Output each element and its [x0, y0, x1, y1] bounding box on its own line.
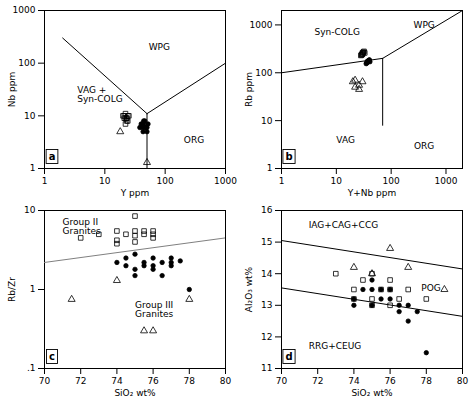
svg-text:15: 15 — [261, 237, 272, 247]
svg-text:70: 70 — [39, 376, 51, 386]
svg-text:1: 1 — [279, 176, 285, 186]
svg-text:1: 1 — [30, 284, 36, 294]
svg-text:74: 74 — [348, 376, 360, 386]
svg-text:WPG: WPG — [414, 20, 435, 30]
svg-text:10: 10 — [24, 205, 36, 215]
svg-text:72: 72 — [312, 376, 323, 386]
svg-text:a: a — [49, 151, 56, 162]
svg-text:ORG: ORG — [414, 141, 434, 151]
svg-text:1000: 1000 — [13, 5, 36, 15]
svg-text:14: 14 — [261, 269, 273, 279]
svg-text:13: 13 — [261, 300, 272, 310]
svg-text:1: 1 — [267, 163, 273, 173]
svg-text:10: 10 — [24, 111, 36, 121]
svg-text:10: 10 — [261, 116, 273, 126]
svg-text:b: b — [285, 151, 292, 162]
svg-text:VAG +Syn-COLG: VAG +Syn-COLG — [77, 85, 122, 104]
svg-text:80: 80 — [457, 376, 469, 386]
svg-text:80: 80 — [220, 376, 232, 386]
svg-text:RRG+CEUG: RRG+CEUG — [309, 341, 362, 351]
svg-text:1000: 1000 — [214, 176, 237, 186]
svg-text:70: 70 — [276, 376, 288, 386]
svg-text:10: 10 — [99, 176, 111, 186]
svg-text:WPG: WPG — [149, 42, 170, 52]
svg-text:78: 78 — [421, 376, 433, 386]
svg-text:1000: 1000 — [435, 176, 458, 186]
svg-text:VAG: VAG — [336, 135, 355, 145]
svg-text:100: 100 — [18, 58, 35, 68]
svg-text:IAG+CAG+CCG: IAG+CAG+CCG — [309, 220, 379, 230]
svg-text:.1: .1 — [27, 363, 36, 373]
svg-text:c: c — [49, 351, 55, 362]
svg-text:100: 100 — [255, 68, 272, 78]
svg-text:SiO₂ wt%: SiO₂ wt% — [351, 388, 393, 398]
svg-text:76: 76 — [384, 376, 396, 386]
svg-text:ORG: ORG — [184, 135, 204, 145]
svg-text:10: 10 — [331, 176, 343, 186]
svg-text:SiO₂ wt%: SiO₂ wt% — [114, 388, 156, 398]
svg-text:Group IIGranites: Group IIGranites — [63, 217, 101, 236]
svg-text:16: 16 — [261, 205, 273, 215]
svg-text:Syn-COLG: Syn-COLG — [315, 27, 360, 37]
svg-text:100: 100 — [157, 176, 174, 186]
svg-text:Al₂O₃ wt%: Al₂O₃ wt% — [244, 266, 254, 312]
svg-text:12: 12 — [261, 332, 272, 342]
svg-text:Rb/Zr: Rb/Zr — [7, 277, 17, 302]
svg-text:78: 78 — [184, 376, 196, 386]
svg-text:11: 11 — [261, 363, 272, 373]
svg-text:74: 74 — [111, 376, 123, 386]
svg-text:Y ppm: Y ppm — [120, 188, 150, 198]
svg-text:72: 72 — [75, 376, 86, 386]
svg-text:POG: POG — [421, 283, 441, 293]
svg-text:Rb ppm: Rb ppm — [244, 72, 254, 107]
svg-text:1000: 1000 — [250, 20, 273, 30]
svg-text:Nb ppm: Nb ppm — [7, 72, 17, 108]
svg-text:Y+Nb ppm: Y+Nb ppm — [347, 188, 397, 198]
svg-text:Group IIIGranites: Group IIIGranites — [135, 300, 173, 319]
svg-text:1: 1 — [42, 176, 48, 186]
svg-text:1: 1 — [30, 163, 36, 173]
svg-text:100: 100 — [383, 176, 400, 186]
svg-text:d: d — [285, 351, 292, 362]
svg-text:76: 76 — [147, 376, 159, 386]
